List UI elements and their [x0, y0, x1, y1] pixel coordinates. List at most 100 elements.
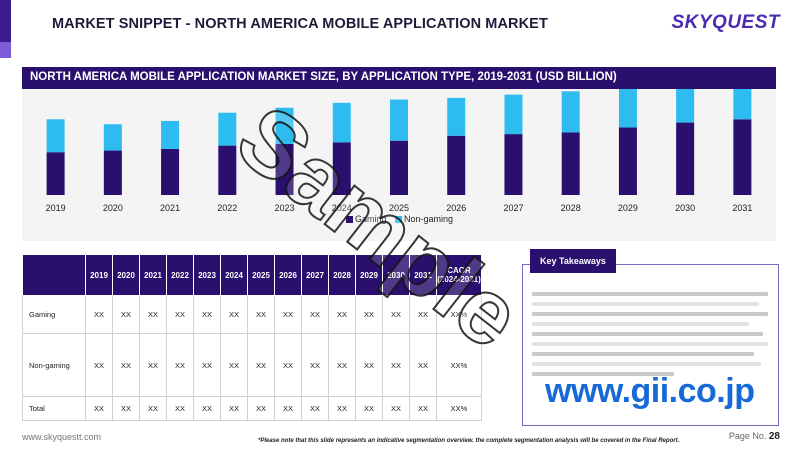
bar-gaming-2028 [561, 132, 580, 195]
x-tick-label-2031: 2031 [732, 203, 752, 213]
table-header-year: 2024 [220, 254, 248, 296]
table-header-year: 2027 [301, 254, 329, 296]
bar-non-gaming-2031 [733, 89, 752, 120]
table-cell: XX [274, 396, 302, 421]
legend-gaming: Gaming [346, 214, 387, 224]
bar-non-gaming-2019 [46, 119, 65, 153]
table-cell: XX [220, 333, 248, 397]
bar-non-gaming-2026 [447, 97, 466, 136]
bar-non-gaming-2021 [161, 120, 180, 149]
table-header-year: 2026 [274, 254, 302, 296]
bar-gaming-2031 [733, 119, 752, 195]
table-cell: XX [193, 396, 221, 421]
table-row-label: Non-gaming [22, 333, 86, 397]
page-title: MARKET SNIPPET - NORTH AMERICA MOBILE AP… [52, 16, 548, 32]
x-tick-label-2019: 2019 [46, 203, 66, 213]
table-cell: XX [166, 396, 194, 421]
table-header-year: 2031 [409, 254, 437, 296]
table-header-corner [22, 254, 86, 296]
table-header-year: 2023 [193, 254, 221, 296]
website-link[interactable]: www.skyquestt.com [22, 432, 102, 442]
table-row: Total XX XX XX XX XX XX XX XX XX XX XX XX XX XX% [22, 396, 482, 421]
table-header-year: 2021 [139, 254, 167, 296]
table-cell: XX [85, 333, 113, 397]
page-number: Page No. 28 [728, 431, 780, 442]
key-takeaways-blurred-text [532, 292, 768, 382]
table-cell: XX% [436, 396, 482, 421]
table-header-row: 2019 2020 2021 2022 2023 2024 2025 2026 2027 2028… [22, 254, 482, 296]
table-cell: XX [166, 295, 194, 334]
table-cell: XX [112, 333, 140, 397]
table-cell: XX [328, 333, 356, 397]
table-cell: XX [139, 396, 167, 421]
table-cell: XX [166, 333, 194, 397]
chart-header: NORTH AMERICA MOBILE APPLICATION MARKET … [22, 67, 776, 89]
bar-gaming-2026 [447, 135, 466, 195]
table-cell: XX [139, 333, 167, 397]
x-tick-label-2030: 2030 [675, 203, 695, 213]
table-cell: XX [220, 396, 248, 421]
bar-gaming-2023 [275, 143, 294, 195]
table-cell: XX [355, 295, 383, 334]
bar-non-gaming-2030 [676, 89, 695, 123]
table-row-label: Gaming [22, 295, 86, 334]
table-cell: XX [328, 295, 356, 334]
legend-gaming-swatch [346, 216, 353, 223]
key-takeaways-title: Key Takeaways [530, 249, 616, 273]
table-cell: XX [220, 295, 248, 334]
bar-non-gaming-2029 [618, 89, 637, 128]
bar-non-gaming-2023 [275, 107, 294, 144]
bar-non-gaming-2025 [390, 99, 408, 141]
bar-non-gaming-2027 [504, 94, 523, 135]
x-tick-label-2023: 2023 [275, 203, 295, 213]
table-header-year: 2029 [355, 254, 383, 296]
legend-non-gaming-swatch [395, 216, 403, 223]
table-cell: XX [301, 333, 329, 397]
bar-gaming-2021 [161, 148, 180, 195]
bar-non-gaming-2022 [218, 112, 237, 146]
chart-header-text: NORTH AMERICA MOBILE APPLICATION MARKET … [30, 71, 617, 83]
x-tick-label-2021: 2021 [160, 203, 180, 213]
bar-gaming-2029 [618, 127, 637, 195]
table-cell: XX [85, 295, 113, 334]
x-tick-label-2025: 2025 [389, 203, 409, 213]
bar-gaming-2025 [390, 140, 408, 195]
table-header-year: 2020 [112, 254, 140, 296]
accent-strip [0, 0, 11, 42]
table-cell: XX [382, 396, 410, 421]
bar-gaming-2030 [676, 122, 695, 195]
table-cell: XX [301, 396, 329, 421]
footnote: *Please note that this slide represents … [258, 438, 680, 444]
accent-strip-light [0, 42, 11, 58]
bar-gaming-2027 [504, 134, 523, 195]
table-cell: XX [85, 396, 113, 421]
table-cell: XX [193, 333, 221, 397]
x-tick-label-2029: 2029 [618, 203, 638, 213]
table-header-cagr: CAGR (2024-2031) [436, 254, 482, 296]
bar-non-gaming-2024 [332, 102, 351, 143]
table-cell: XX [274, 295, 302, 334]
table-header-year: 2028 [328, 254, 356, 296]
legend-non-gaming: Non-gaming [395, 214, 453, 224]
bar-non-gaming-2028 [561, 91, 580, 133]
x-tick-label-2020: 2020 [103, 203, 123, 213]
market-size-chart: 2019 2020 2021 2022 2023 2024 2025 2026 2027 2028… [46, 89, 752, 213]
table-cell: XX [193, 295, 221, 334]
table-cell: XX [328, 396, 356, 421]
segmentation-table: 2019 2020 2021 2022 2023 2024 2025 2026 2027 2028… [22, 254, 482, 421]
bar-gaming-2022 [218, 145, 237, 195]
table-cell: XX [247, 396, 275, 421]
table-header-year: 2025 [247, 254, 275, 296]
table-cell: XX [355, 396, 383, 421]
table-cell: XX% [436, 333, 482, 397]
table-row-label: Total [22, 396, 86, 421]
x-tick-label-2026: 2026 [446, 203, 466, 213]
table-header-year: 2022 [166, 254, 194, 296]
table-row: Non-gaming XX XX XX XX XX XX XX XX XX XX XX XX XX XX% [22, 333, 482, 397]
x-tick-label-2022: 2022 [217, 203, 237, 213]
table-row: Gaming XX XX XX XX XX XX XX XX XX XX XX XX XX XX% [22, 295, 482, 334]
table-cell: XX [355, 333, 383, 397]
skyquest-logo: SKYQUEST [671, 12, 780, 33]
bar-gaming-2019 [46, 152, 65, 195]
table-cell: XX [301, 295, 329, 334]
